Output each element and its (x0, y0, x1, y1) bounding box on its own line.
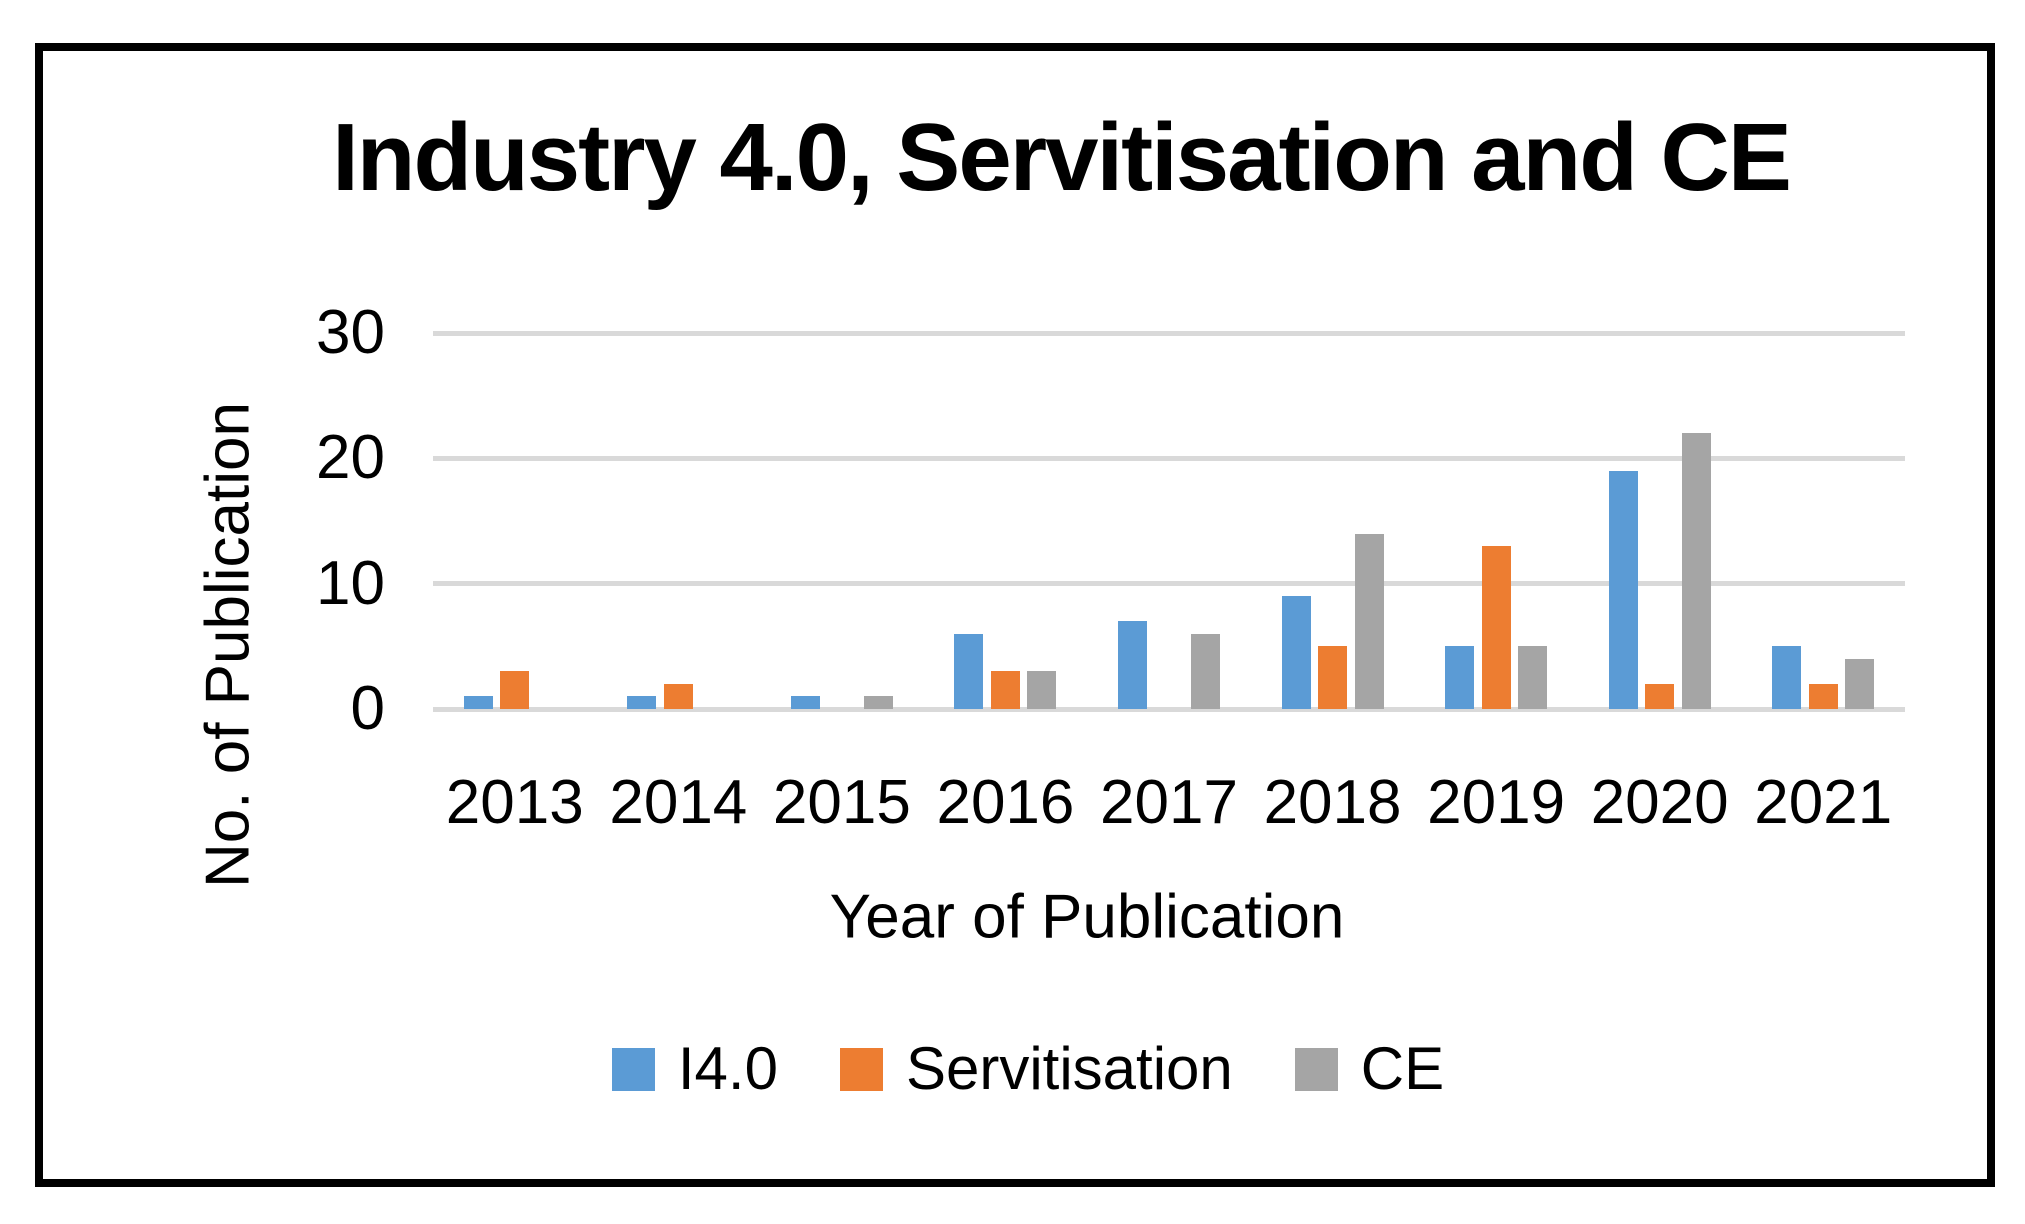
legend-label: Servitisation (905, 1035, 1233, 1102)
bar-servitisation-2020 (1645, 683, 1675, 709)
legend-item-i4-0: I4.0 (611, 1035, 778, 1102)
bar-servitisation-2014 (663, 683, 693, 709)
bar-i4-0-2019 (1445, 646, 1475, 709)
legend-item-servitisation: Servitisation (839, 1035, 1233, 1102)
chart-border (35, 43, 1995, 1187)
gridline-y10 (433, 581, 1905, 587)
bar-servitisation-2019 (1481, 546, 1511, 709)
x-tick-label-2017: 2017 (1100, 768, 1238, 837)
gridline-y0 (433, 706, 1905, 712)
plot-area (433, 330, 1905, 712)
bar-ce-2015 (863, 696, 893, 709)
legend-label: CE (1360, 1035, 1445, 1102)
bar-servitisation-2021 (1808, 683, 1838, 709)
bar-servitisation-2018 (1318, 646, 1348, 709)
x-tick-label-2014: 2014 (609, 768, 748, 837)
bar-i4-0-2021 (1772, 646, 1802, 709)
y-tick-label: 10 (316, 548, 385, 618)
x-tick-label-2019: 2019 (1427, 768, 1566, 837)
bar-ce-2017 (1191, 633, 1220, 709)
legend-swatch-icon (1294, 1047, 1338, 1091)
bar-i4-0-2014 (627, 696, 657, 709)
legend-swatch-icon (839, 1047, 883, 1091)
x-axis-title: Year of Publication (829, 882, 1345, 952)
bar-i4-0-2015 (790, 696, 820, 709)
y-tick-label: 0 (350, 674, 385, 743)
gridline-y20 (433, 455, 1905, 461)
bar-ce-2016 (1027, 671, 1057, 709)
bar-servitisation-2016 (990, 671, 1020, 709)
y-tick-label: 30 (316, 298, 385, 367)
legend-label: I4.0 (677, 1035, 778, 1102)
x-tick-label-2021: 2021 (1754, 768, 1893, 837)
bar-ce-2021 (1845, 658, 1875, 709)
bar-i4-0-2018 (1281, 596, 1311, 709)
bar-i4-0-2013 (463, 696, 493, 709)
bar-ce-2020 (1681, 433, 1711, 709)
x-tick-label-2018: 2018 (1263, 768, 1402, 837)
legend: I4.0 Servitisation CE (28, 1038, 2025, 1100)
bar-i4-0-2020 (1608, 470, 1638, 709)
x-tick-label-2015: 2015 (772, 768, 911, 837)
chart-title: Industry 4.0, Servitisation and CE (332, 104, 1792, 211)
bar-i4-0-2017 (1118, 621, 1147, 709)
x-tick-label-2016: 2016 (936, 768, 1075, 837)
y-tick-label: 20 (316, 423, 385, 493)
legend-swatch-icon (611, 1047, 655, 1091)
bar-i4-0-2016 (954, 633, 984, 709)
x-tick-label-2013: 2013 (445, 768, 584, 837)
legend-item-ce: CE (1294, 1035, 1445, 1102)
x-tick-label-2020: 2020 (1590, 768, 1729, 837)
bar-ce-2018 (1354, 533, 1384, 709)
gridline-y30 (433, 330, 1905, 336)
bar-ce-2019 (1518, 646, 1548, 709)
bar-servitisation-2013 (500, 671, 530, 709)
